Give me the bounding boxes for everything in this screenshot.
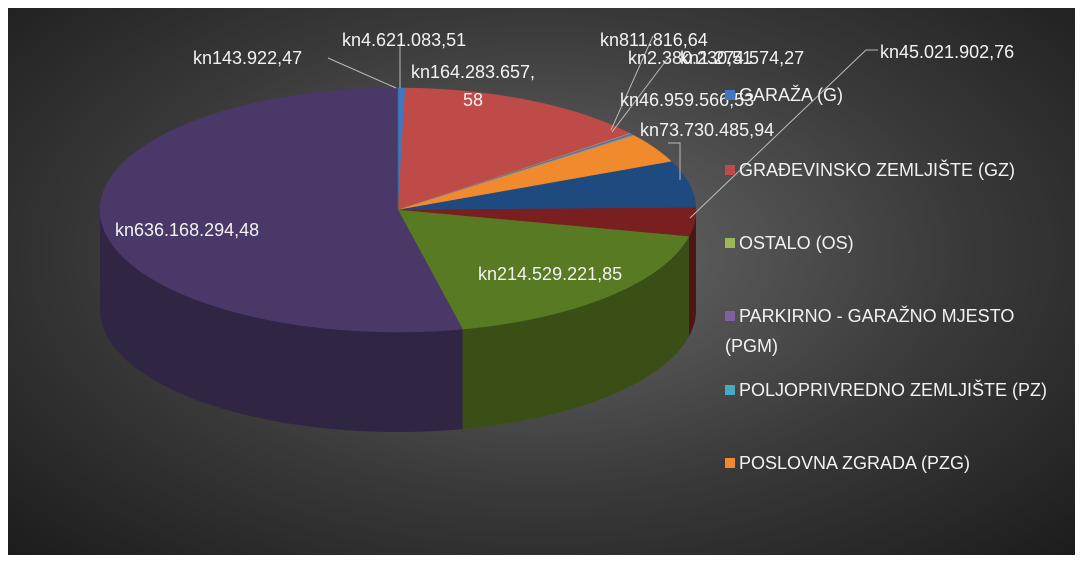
data-label: kn1.274.574,27 bbox=[680, 48, 805, 68]
data-label: kn164.283.657,58 bbox=[410, 62, 536, 110]
slice bbox=[99, 87, 463, 333]
legend-item: PARKIRNO - GARAŽNO MJESTO (PGM) bbox=[725, 301, 1055, 361]
slice bbox=[397, 135, 673, 211]
chart: kn4.621.083,51 kn164.283.657,58 kn811.816,… bbox=[8, 8, 1075, 555]
slice-side-shade bbox=[688, 210, 696, 337]
legend-item: OSTALO (OS) bbox=[725, 228, 1055, 258]
legend-swatch bbox=[725, 165, 735, 175]
pie-canvas bbox=[99, 35, 878, 432]
legend-label: POLJOPRIVREDNO ZEMLJIŠTE (PZ) bbox=[739, 380, 1048, 400]
leader-line bbox=[610, 35, 654, 131]
data-label: kn811.816,64 bbox=[600, 30, 708, 50]
data-label: kn214.529.221,85 bbox=[478, 264, 623, 284]
legend-swatch bbox=[725, 90, 735, 100]
slice-side bbox=[100, 210, 463, 432]
legend-label: POSLOVNA ZGRADA (PZG) bbox=[739, 453, 971, 473]
leader-line bbox=[668, 142, 681, 180]
legend-item: GARAŽA (G) bbox=[725, 80, 1055, 110]
slice bbox=[397, 207, 697, 237]
data-label: kn143.922,47 bbox=[193, 48, 303, 68]
legend-swatch bbox=[725, 385, 735, 395]
legend-label: GARAŽA (G) bbox=[739, 85, 844, 105]
leader-line bbox=[689, 49, 878, 219]
data-label: kn45.021.902,76 bbox=[880, 42, 1015, 62]
slice bbox=[397, 161, 697, 211]
leader-line bbox=[611, 57, 669, 133]
slice-side-shade bbox=[100, 210, 463, 432]
slice-side bbox=[462, 236, 689, 430]
legend-item: POSLOVNA ZGRADA (PZG) bbox=[725, 448, 1055, 478]
legend-label: OSTALO (OS) bbox=[739, 233, 854, 253]
legend-item: POLJOPRIVREDNO ZEMLJIŠTE (PZ) bbox=[725, 375, 1055, 405]
legend-swatch bbox=[725, 311, 735, 321]
slice bbox=[397, 209, 690, 330]
data-label: kn46.959.566,53 bbox=[620, 90, 755, 110]
leader-line bbox=[327, 57, 397, 89]
data-label: kn4.621.083,51 bbox=[342, 30, 467, 50]
slice-side-shade bbox=[462, 236, 689, 430]
slice bbox=[397, 87, 631, 211]
data-label: kn636.168.294,48 bbox=[115, 220, 260, 240]
legend-label: GRAĐEVINSKO ZEMLJIŠTE (GZ) bbox=[739, 160, 1016, 180]
data-label: kn2.380.230,51 bbox=[628, 48, 753, 68]
legend-label: PARKIRNO - GARAŽNO MJESTO (PGM) bbox=[725, 306, 1015, 356]
legend-swatch bbox=[725, 238, 735, 248]
legend-item: GRAĐEVINSKO ZEMLJIŠTE (GZ) bbox=[725, 155, 1055, 185]
data-label: kn73.730.485,94 bbox=[640, 120, 775, 140]
slice-side bbox=[688, 210, 696, 337]
legend-swatch bbox=[725, 458, 735, 468]
